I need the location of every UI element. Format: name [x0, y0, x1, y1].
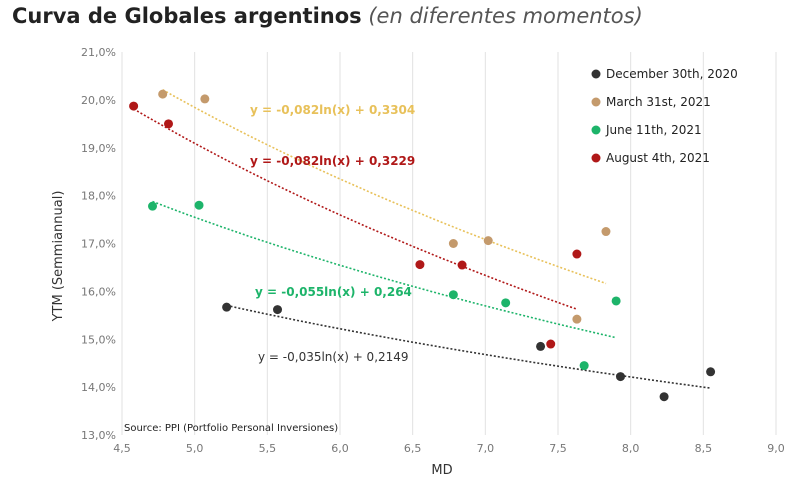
data-point — [148, 201, 158, 211]
y-axis-label: YTM (Semmiannual) — [51, 191, 66, 323]
y-tick-label: 13,0% — [81, 429, 116, 442]
x-tick-label: 5,5 — [259, 442, 277, 455]
data-point — [164, 119, 174, 129]
data-point — [601, 227, 611, 237]
legend-label: March 31st, 2021 — [606, 95, 711, 109]
y-tick-label: 17,0% — [81, 238, 116, 251]
data-point — [483, 236, 493, 246]
data-point — [659, 392, 669, 402]
legend: December 30th, 2020 March 31st, 2021 June … — [591, 67, 738, 165]
data-point — [615, 372, 625, 382]
y-tick-label: 16,0% — [81, 285, 116, 298]
data-point — [222, 302, 232, 312]
trend-line — [162, 89, 607, 285]
data-point — [448, 290, 458, 300]
x-tick-labels: 4,5 5,0 5,5 6,0 6,5 7,0 7,5 8,0 8,5 9,0 — [113, 442, 785, 455]
chart-title: Curva de Globales argentinos (en diferen… — [12, 4, 643, 28]
x-tick-label: 8,0 — [622, 442, 640, 455]
data-point — [579, 361, 589, 371]
y-tick-label: 20,0% — [81, 94, 116, 107]
trend-line — [152, 200, 617, 339]
trend-equation: y = -0,082ln(x) + 0,3229 — [250, 154, 415, 168]
y-tick-label: 14,0% — [81, 381, 116, 394]
data-point — [448, 239, 458, 248]
data-point — [536, 341, 546, 351]
y-tick-label: 15,0% — [81, 333, 116, 346]
x-tick-label: 7,0 — [477, 442, 495, 455]
data-point — [273, 305, 283, 315]
y-tick-label: 21,0% — [81, 46, 116, 59]
trend-equation: y = -0,035ln(x) + 0,2149 — [258, 350, 409, 364]
legend-label: August 4th, 2021 — [606, 151, 710, 165]
x-axis-label: MD — [431, 463, 452, 478]
data-point — [415, 260, 425, 270]
trend-equations: y = -0,035ln(x) + 0,2149 y = -0,082ln(x) … — [250, 103, 415, 364]
y-tick-label: 18,0% — [81, 190, 116, 203]
trend-equation: y = -0,082ln(x) + 0,3304 — [250, 103, 415, 117]
trend-line — [133, 108, 578, 310]
chart-title-main: Curva de Globales argentinos — [12, 4, 362, 28]
y-tick-labels: 13,0% 14,0% 15,0% 16,0% 17,0% 18,0% 19,0% 20,0%… — [81, 46, 116, 442]
data-point — [158, 89, 168, 99]
legend-label: December 30th, 2020 — [606, 67, 738, 81]
data-point — [194, 200, 204, 210]
legend-label: June 11th, 2021 — [605, 123, 702, 137]
data-point — [546, 339, 556, 349]
data-point — [200, 94, 210, 104]
chart-title-sub: (en diferentes momentos) — [368, 4, 643, 28]
data-point — [129, 101, 139, 111]
y-tick-label: 19,0% — [81, 142, 116, 155]
data-point — [501, 298, 511, 308]
x-tick-label: 9,0 — [767, 442, 785, 455]
data-points — [129, 89, 716, 402]
source-note: Source: PPI (Portfolio Personal Inversio… — [124, 423, 338, 434]
legend-marker — [591, 69, 601, 79]
x-tick-label: 5,0 — [186, 442, 204, 455]
legend-marker — [591, 97, 601, 107]
data-point — [457, 260, 467, 270]
legend-marker — [591, 125, 601, 135]
data-point — [706, 367, 716, 377]
trend-lines — [133, 89, 711, 389]
x-tick-label: 6,5 — [404, 442, 422, 455]
x-tick-label: 4,5 — [113, 442, 131, 455]
x-tick-label: 7,5 — [549, 442, 567, 455]
x-tick-label: 8,5 — [695, 442, 713, 455]
trend-equation: y = -0,055ln(x) + 0,264 — [255, 285, 412, 299]
legend-marker — [591, 153, 601, 163]
x-tick-label: 6,0 — [331, 442, 349, 455]
data-point — [611, 296, 621, 306]
grid-lines — [121, 52, 777, 435]
trend-line — [226, 304, 711, 389]
data-point — [572, 314, 582, 324]
data-point — [572, 249, 582, 259]
